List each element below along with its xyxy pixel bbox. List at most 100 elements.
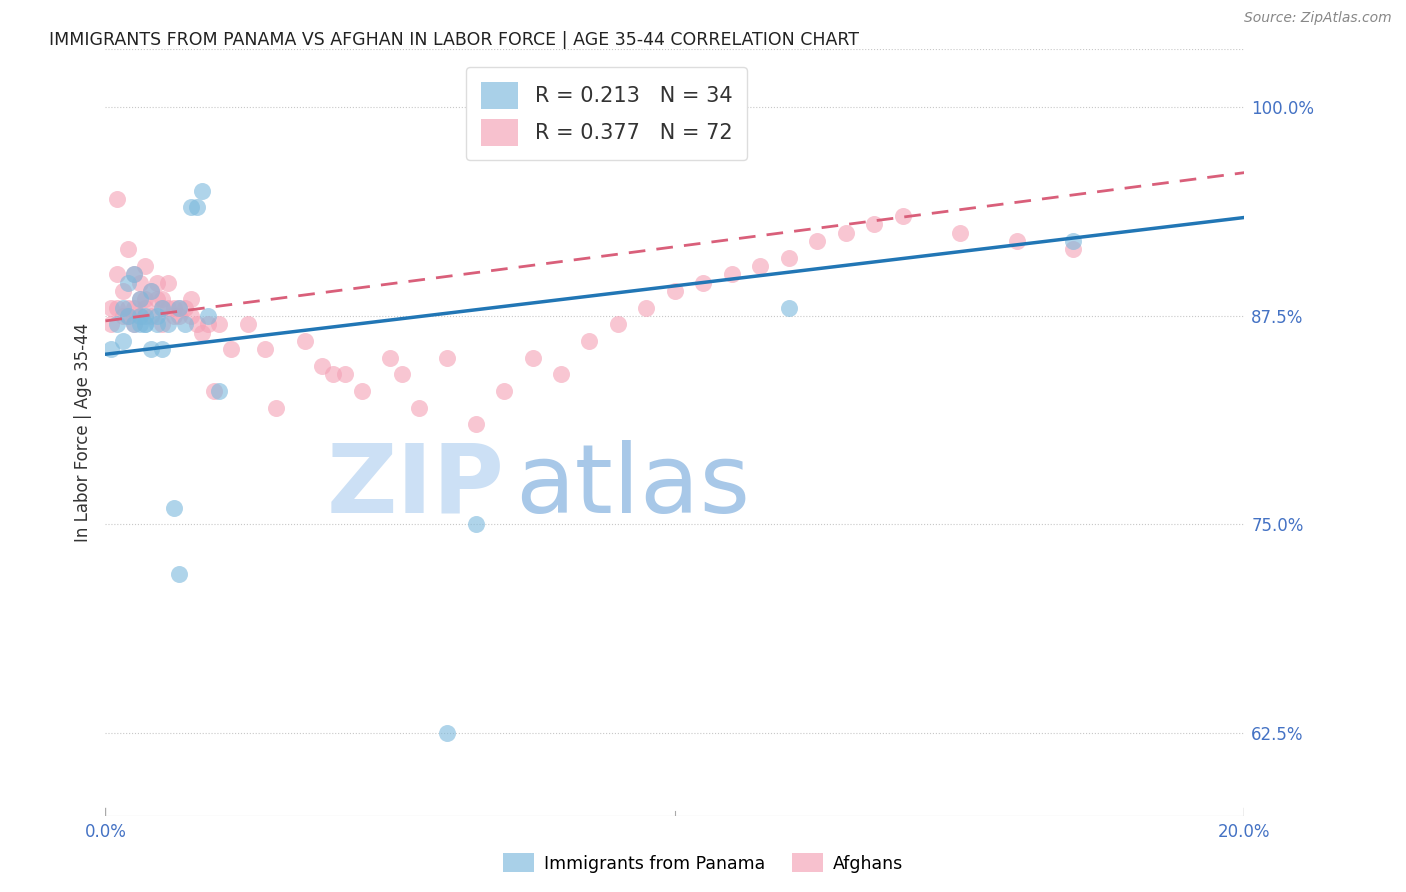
Point — [122, 267, 145, 281]
Point — [180, 292, 202, 306]
Point — [152, 343, 174, 357]
Point — [117, 276, 139, 290]
Text: ZIP: ZIP — [326, 440, 503, 533]
Point — [163, 309, 186, 323]
Point — [636, 301, 658, 315]
Point — [863, 217, 886, 231]
Point — [134, 317, 156, 331]
Point — [139, 284, 162, 298]
Point — [1063, 234, 1085, 248]
Point — [749, 259, 772, 273]
Point — [378, 351, 402, 365]
Point — [169, 567, 191, 582]
Point — [122, 301, 145, 315]
Point — [122, 317, 145, 331]
Point — [180, 201, 202, 215]
Point — [152, 301, 174, 315]
Point — [105, 301, 128, 315]
Point — [186, 317, 208, 331]
Point — [1005, 234, 1028, 248]
Text: IMMIGRANTS FROM PANAMA VS AFGHAN IN LABOR FORCE | AGE 35-44 CORRELATION CHART: IMMIGRANTS FROM PANAMA VS AFGHAN IN LABO… — [49, 31, 859, 49]
Point — [180, 309, 202, 323]
Point — [100, 343, 122, 357]
Point — [778, 251, 800, 265]
Point — [128, 276, 150, 290]
Point — [100, 301, 122, 315]
Point — [1063, 242, 1085, 256]
Point — [350, 384, 373, 398]
Point — [117, 309, 139, 323]
Point — [692, 276, 714, 290]
Point — [163, 500, 186, 515]
Point — [391, 368, 413, 382]
Point — [294, 334, 316, 348]
Point — [122, 267, 145, 281]
Text: atlas: atlas — [516, 440, 751, 533]
Point — [111, 284, 134, 298]
Point — [948, 226, 970, 240]
Point — [408, 401, 430, 415]
Point — [139, 309, 162, 323]
Point — [134, 301, 156, 315]
Point — [191, 184, 214, 198]
Point — [835, 226, 858, 240]
Point — [105, 267, 128, 281]
Text: Source: ZipAtlas.com: Source: ZipAtlas.com — [1244, 12, 1392, 25]
Point — [174, 317, 197, 331]
Point — [333, 368, 356, 382]
Point — [169, 301, 191, 315]
Point — [100, 317, 122, 331]
Point — [236, 317, 259, 331]
Point — [492, 384, 515, 398]
Point — [163, 301, 186, 315]
Point — [664, 284, 686, 298]
Point — [128, 309, 150, 323]
Y-axis label: In Labor Force | Age 35-44: In Labor Force | Age 35-44 — [73, 323, 91, 542]
Point — [145, 276, 167, 290]
Point — [157, 317, 180, 331]
Point — [117, 301, 139, 315]
Point — [134, 259, 156, 273]
Point — [197, 317, 219, 331]
Point — [891, 209, 914, 223]
Point — [436, 726, 458, 740]
Point — [464, 417, 486, 432]
Point — [128, 292, 150, 306]
Point — [157, 276, 180, 290]
Point — [134, 292, 156, 306]
Point — [322, 368, 344, 382]
Point — [208, 384, 231, 398]
Point — [105, 192, 128, 206]
Point — [117, 309, 139, 323]
Point — [128, 317, 150, 331]
Point — [128, 292, 150, 306]
Point — [169, 309, 191, 323]
Point — [174, 301, 197, 315]
Point — [134, 309, 156, 323]
Point — [139, 343, 162, 357]
Point — [550, 368, 572, 382]
Point — [145, 309, 167, 323]
Point — [197, 309, 219, 323]
Point — [111, 334, 134, 348]
Point — [152, 292, 174, 306]
Point — [128, 309, 150, 323]
Point — [264, 401, 288, 415]
Point — [253, 343, 276, 357]
Legend: R = 0.213   N = 34, R = 0.377   N = 72: R = 0.213 N = 34, R = 0.377 N = 72 — [465, 67, 747, 161]
Point — [186, 201, 208, 215]
Point — [202, 384, 225, 398]
Legend: Immigrants from Panama, Afghans: Immigrants from Panama, Afghans — [496, 847, 910, 880]
Point — [311, 359, 333, 373]
Point — [607, 317, 630, 331]
Point — [157, 301, 180, 315]
Point — [105, 317, 128, 331]
Point — [522, 351, 544, 365]
Point — [720, 267, 742, 281]
Point — [145, 317, 167, 331]
Point — [134, 317, 156, 331]
Point — [464, 517, 486, 532]
Point — [111, 301, 134, 315]
Point — [778, 301, 800, 315]
Point — [806, 234, 828, 248]
